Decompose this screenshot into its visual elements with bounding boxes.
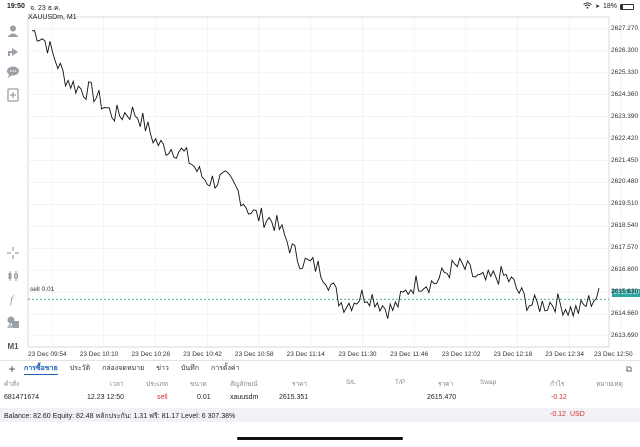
status-right: ➤ 18% — [583, 2, 634, 11]
tab-2[interactable]: กล่องจดหมาย — [102, 364, 145, 372]
x-tick-label: 23 Dec 10:26 — [131, 351, 171, 358]
y-tick-label: 2621.450 — [611, 156, 639, 164]
status-bar: 19:50 จ. 23 ธ.ค. ➤ 18% — [0, 0, 640, 13]
order-open-price: 2615.351 — [279, 394, 309, 401]
chat-icon[interactable] — [5, 64, 21, 80]
candles-icon[interactable] — [5, 268, 21, 284]
order-profit: -0.12 — [551, 394, 567, 401]
table-headers: คำสั่ง เวลา ประเภท ขนาด สัญลักษณ์ ราคา S/L T/P ร… — [0, 377, 640, 389]
sell-order-label: sell 0.01 — [30, 286, 55, 293]
y-tick-label: 2614.660 — [611, 310, 639, 317]
y-tick-label: 2626.300 — [611, 46, 639, 54]
y-tick-label: 2627.270 — [611, 24, 639, 32]
y-tick-label: 2620.480 — [611, 178, 639, 186]
currency-label: USD — [570, 411, 585, 418]
battery-icon — [620, 3, 634, 10]
window-layout-icon[interactable]: ⧉ — [625, 364, 632, 374]
x-tick-label: 23 Dec 12:34 — [545, 351, 584, 358]
order-type: sell — [157, 394, 168, 401]
column-header[interactable]: สัญลักษณ์ — [230, 381, 258, 388]
current-price-tag: 2615.310 — [612, 289, 640, 297]
x-tick-label: 23 Dec 11:30 — [338, 351, 377, 358]
add-order-button[interactable]: + — [8, 361, 16, 376]
balance-bar: Balance: 82.60 Equity: 82.48 หลักประกัน:… — [0, 408, 640, 422]
order-id: 681471674 — [4, 394, 40, 401]
y-tick-label: 2625.330 — [611, 68, 639, 76]
chart-area[interactable] — [0, 13, 640, 358]
tab-4[interactable]: บันทึก — [180, 364, 199, 372]
x-tick-label: 23 Dec 12:02 — [441, 351, 481, 358]
wifi-icon — [583, 2, 592, 11]
price-line — [31, 30, 600, 319]
column-header[interactable]: Swap — [480, 379, 497, 386]
x-tick-label: 23 Dec 10:58 — [234, 351, 274, 358]
add-chart-icon[interactable] — [5, 87, 21, 103]
timeframe-label: M1 — [7, 341, 19, 351]
x-tick-label: 23 Dec 11:14 — [286, 351, 325, 358]
column-header[interactable]: S/L — [346, 379, 356, 386]
order-current-price: 2615.470 — [427, 394, 457, 401]
column-header[interactable]: T/P — [395, 379, 406, 386]
y-tick-label: 2617.570 — [611, 244, 639, 252]
y-tick-label: 2615.630 — [611, 288, 639, 296]
left-toolbar: f M1 — [0, 13, 28, 353]
tab-1[interactable]: ประวัติ — [69, 364, 91, 372]
table-row[interactable]: 681471674 12.23 12:50 sell 0.01 xauusdm … — [0, 392, 640, 404]
column-header[interactable]: ราคา — [292, 381, 308, 388]
status-time: 19:50 — [7, 3, 25, 10]
function-icon[interactable]: f — [5, 291, 21, 307]
balance-summary: Balance: 82.60 Equity: 82.48 หลักประกัน:… — [4, 413, 236, 420]
y-tick-label: 2616.600 — [611, 266, 639, 274]
column-header[interactable]: หมายเหตุ — [596, 381, 623, 388]
column-header[interactable]: เวลา — [110, 381, 124, 388]
x-tick-label: 23 Dec 10:10 — [79, 351, 119, 358]
x-tick-label: 23 Dec 12:50 — [594, 351, 633, 358]
chart-symbol-label: XAUUSDm, M1 — [28, 14, 77, 21]
tab-5[interactable]: การตั้งค่า — [210, 364, 240, 372]
y-tick-label: 2619.510 — [611, 200, 639, 208]
svg-text:f: f — [10, 294, 15, 306]
tab-3[interactable]: ข่าว — [156, 364, 169, 372]
x-tick-label: 23 Dec 12:18 — [493, 351, 533, 358]
column-header[interactable]: ราคา — [438, 381, 454, 388]
x-tick-label: 23 Dec 11:46 — [390, 351, 429, 358]
tab-0[interactable]: การซื้อขาย — [24, 363, 58, 375]
y-tick-label: 2623.390 — [611, 112, 639, 120]
column-header[interactable]: ประเภท — [146, 381, 168, 388]
person-icon[interactable] — [5, 23, 21, 39]
location-icon: ➤ — [594, 4, 600, 10]
y-tick-label: 2622.420 — [611, 134, 639, 142]
bottom-tabs: + การซื้อขาย ประวัติ กล่องจดหมาย ข่าว บันทึก… — [0, 360, 640, 376]
order-time: 12.23 12:50 — [87, 394, 124, 401]
crosshair-icon[interactable] — [5, 245, 21, 261]
total-profit: -0.12 — [550, 411, 566, 418]
tab-list: การซื้อขาย ประวัติ กล่องจดหมาย ข่าว บันทึก กา… — [24, 363, 251, 375]
status-date: จ. 23 ธ.ค. — [30, 5, 61, 12]
y-tick-label: 2624.360 — [611, 90, 639, 98]
objects-icon[interactable] — [5, 314, 21, 330]
battery-percent: 18% — [602, 3, 617, 10]
chart-canvas[interactable] — [0, 13, 640, 358]
x-tick-label: 23 Dec 09:54 — [28, 351, 67, 358]
home-indicator — [237, 437, 403, 440]
y-tick-label: 2613.690 — [611, 331, 639, 339]
order-size: 0.01 — [197, 394, 211, 401]
timeframe-button[interactable]: M1 — [5, 338, 21, 354]
y-tick-label: 2618.540 — [611, 222, 639, 230]
column-header[interactable]: กำไร — [550, 381, 565, 388]
x-tick-label: 23 Dec 10:42 — [183, 351, 222, 358]
battery-level — [621, 4, 624, 9]
order-symbol: xauusdm — [230, 394, 259, 401]
column-header[interactable]: ขนาด — [190, 381, 207, 388]
share-icon[interactable] — [5, 43, 21, 59]
plot-frame — [27, 16, 610, 348]
column-header[interactable]: คำสั่ง — [4, 381, 20, 388]
